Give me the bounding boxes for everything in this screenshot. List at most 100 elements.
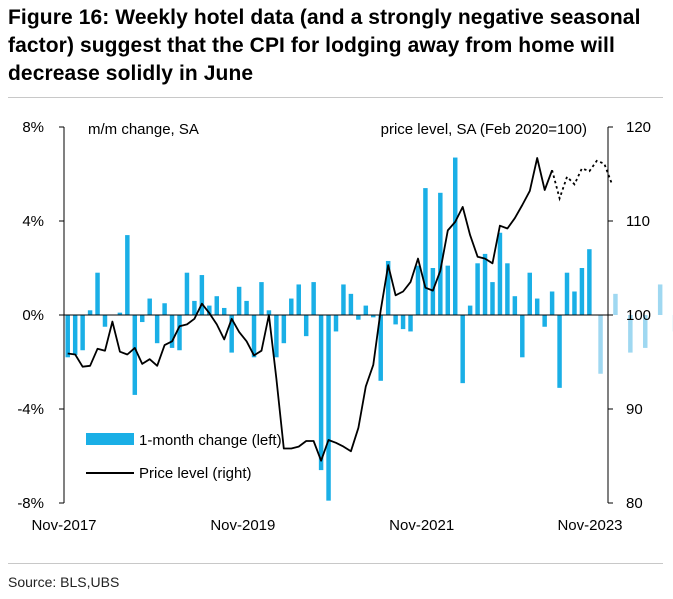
bar-projection xyxy=(643,315,648,348)
bar xyxy=(80,315,85,351)
source-rule xyxy=(8,563,663,564)
bar xyxy=(140,315,145,323)
bar xyxy=(371,315,376,318)
bar xyxy=(281,315,287,344)
bar xyxy=(460,315,465,384)
bar xyxy=(385,260,391,315)
bar xyxy=(452,157,458,315)
bar xyxy=(266,310,272,315)
x-ticks: Nov-2017 Nov-2019 Nov-2021 Nov-2023 xyxy=(31,517,622,534)
bar xyxy=(221,307,227,315)
bar xyxy=(318,315,324,471)
bar xyxy=(214,296,220,315)
bar xyxy=(482,253,488,315)
bar xyxy=(475,263,480,315)
left-tick-label: 4% xyxy=(22,213,44,230)
bar xyxy=(348,293,354,315)
bar xyxy=(162,303,167,315)
bar xyxy=(467,305,473,315)
bar xyxy=(564,272,570,315)
x-tick-label: Nov-2017 xyxy=(31,517,96,534)
bar xyxy=(274,315,279,358)
bar xyxy=(132,315,138,395)
right-axis-label: price level, SA (Feb 2020=100) xyxy=(381,121,587,138)
bar xyxy=(497,232,503,315)
bar xyxy=(72,315,78,355)
left-ticks: 8% 4% 0% -4% -8% xyxy=(17,119,64,512)
x-tick-label: Nov-2019 xyxy=(210,517,275,534)
bar xyxy=(549,291,555,315)
bar xyxy=(587,249,592,315)
bar xyxy=(542,315,547,327)
left-tick-label: 8% xyxy=(22,119,44,136)
bar xyxy=(400,315,406,330)
left-tick-label: -4% xyxy=(17,401,44,418)
bar xyxy=(147,298,152,315)
right-ticks: 120 110 100 90 80 xyxy=(608,119,651,512)
bar xyxy=(311,282,316,315)
bar xyxy=(125,235,130,315)
bar xyxy=(192,300,197,315)
bar xyxy=(527,272,532,315)
bar xyxy=(87,310,93,315)
left-tick-label: 0% xyxy=(22,307,44,324)
bar-projection xyxy=(628,315,633,353)
bar xyxy=(326,315,331,501)
bar xyxy=(154,315,160,344)
price-line-projection xyxy=(551,159,613,202)
bar xyxy=(341,284,346,315)
bar xyxy=(534,298,540,315)
bar xyxy=(378,315,383,381)
bar-projection xyxy=(613,293,618,315)
bar xyxy=(289,298,294,315)
title-rule xyxy=(8,97,663,98)
right-tick-label: 90 xyxy=(626,401,643,418)
bar xyxy=(557,315,562,388)
bar xyxy=(303,315,309,337)
bar-projection xyxy=(657,284,663,315)
chart-title: Figure 16: Weekly hotel data (and a stro… xyxy=(8,6,641,85)
bar xyxy=(236,286,242,315)
bar xyxy=(95,272,100,315)
bar xyxy=(423,188,428,315)
bar xyxy=(169,315,175,348)
bar xyxy=(393,315,398,325)
bar xyxy=(244,300,249,315)
x-tick-label: Nov-2023 xyxy=(557,517,622,534)
right-tick-label: 100 xyxy=(626,307,651,324)
bar xyxy=(505,263,510,315)
bar xyxy=(520,315,525,358)
bar xyxy=(438,192,443,315)
left-tick-label: -8% xyxy=(17,495,44,512)
bar xyxy=(199,275,205,315)
bar xyxy=(415,265,421,315)
price-line xyxy=(67,157,553,462)
bar xyxy=(229,315,234,353)
bar xyxy=(430,268,436,315)
bar xyxy=(117,312,123,315)
bar-projection xyxy=(598,315,603,374)
bar xyxy=(408,315,413,332)
bar xyxy=(445,265,451,315)
bar xyxy=(259,282,264,315)
bar xyxy=(102,315,108,327)
legend-bar-label: 1-month change (left) xyxy=(139,432,282,449)
bar xyxy=(490,282,495,315)
bar xyxy=(572,291,577,315)
legend-line-label: Price level (right) xyxy=(139,465,252,482)
bar xyxy=(296,284,301,315)
bar xyxy=(333,315,339,332)
bar xyxy=(356,315,361,320)
bar xyxy=(177,315,182,351)
bar-projection-series xyxy=(598,284,673,374)
bar xyxy=(363,305,369,315)
bar xyxy=(251,315,257,358)
bar xyxy=(184,272,190,315)
right-tick-label: 80 xyxy=(626,495,643,512)
right-tick-label: 120 xyxy=(626,119,651,136)
bar xyxy=(579,268,585,315)
right-tick-label: 110 xyxy=(626,213,650,230)
bar-series xyxy=(65,157,592,501)
bar xyxy=(207,305,212,315)
